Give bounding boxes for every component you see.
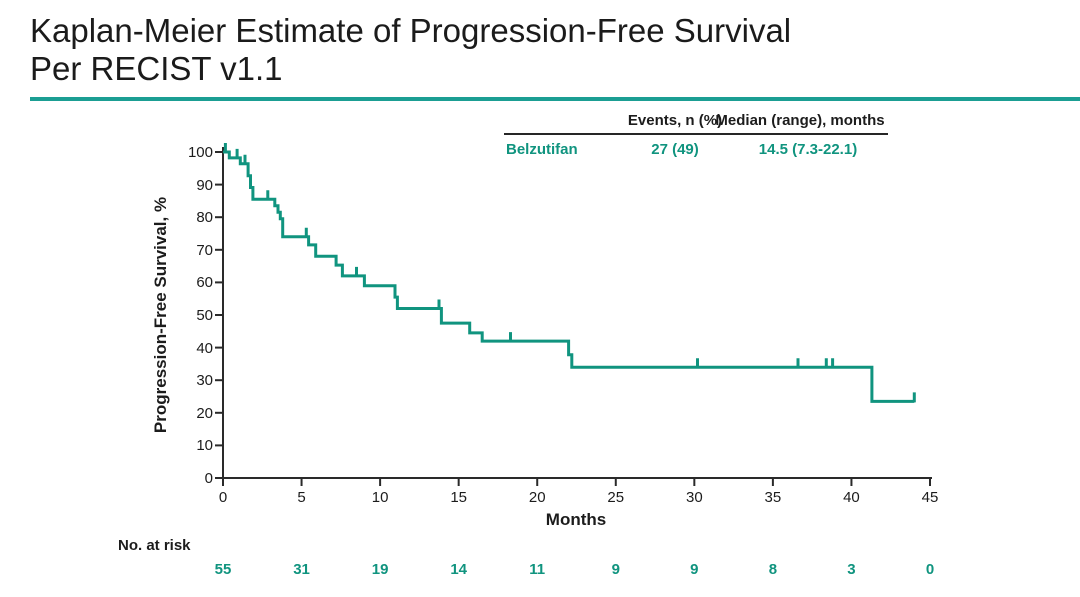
series-label-belzutifan: Belzutifan [506,141,578,158]
x-tick-label-30: 30 [685,489,703,506]
at-risk-count-m40: 3 [847,561,856,578]
x-tick-label-25: 25 [607,489,625,506]
at-risk-count-m10: 19 [371,561,389,578]
x-tick-label-20: 20 [528,489,546,506]
x-axis-label: Months [545,510,607,529]
x-tick-label-15: 15 [450,489,467,506]
x-tick-label-10: 10 [371,489,389,506]
at-risk-label: No. at risk [118,537,191,554]
y-tick-label-60: 60 [196,274,213,292]
title-line-1: Kaplan-Meier Estimate of Progression-Fre… [30,12,792,49]
median-value: 14.5 (7.3-22.1) [758,141,858,158]
at-risk-count-m30: 9 [690,561,699,578]
x-tick-label-5: 5 [297,489,306,506]
km-step-curve [223,150,915,403]
at-risk-count-m35: 8 [768,561,778,578]
y-tick-label-20: 20 [196,404,213,422]
at-risk-count-m45: 0 [925,561,935,578]
table-header-events: Events, n (%) [627,112,723,129]
x-tick-label-45: 45 [921,489,939,506]
y-tick-label-50: 50 [196,307,213,324]
y-tick-label-30: 30 [196,372,213,390]
table-header-rule [504,133,888,135]
title-divider-rule [30,97,1080,101]
y-tick-label-40: 40 [196,339,213,357]
y-tick-label-70: 70 [196,241,213,259]
at-risk-count-m20: 11 [529,561,546,578]
x-tick-label-40: 40 [843,489,860,506]
y-tick-label-0: 0 [204,470,213,487]
events-value: 27 (49) [651,141,699,158]
at-risk-count-m0: 55 [214,561,232,578]
page-title: Kaplan-Meier Estimate of Progression-Fre… [30,12,791,88]
y-tick-label-100: 100 [187,144,213,161]
at-risk-count-m15: 14 [450,561,467,578]
y-tick-label-80: 80 [196,209,213,227]
table-header-median: Median (range), months [715,112,885,129]
y-tick-label-90: 90 [196,176,213,194]
x-tick-label-0: 0 [218,489,228,506]
censor-tick-marks [223,143,916,403]
title-line-2: Per RECIST v1.1 [30,50,283,87]
at-risk-count-m5: 31 [293,561,310,578]
y-tick-label-10: 10 [196,437,213,455]
x-tick-label-35: 35 [764,489,782,506]
summary-table: Events, n (%) Median (range), months Bel… [500,108,895,168]
at-risk-count-m25: 9 [611,561,620,578]
